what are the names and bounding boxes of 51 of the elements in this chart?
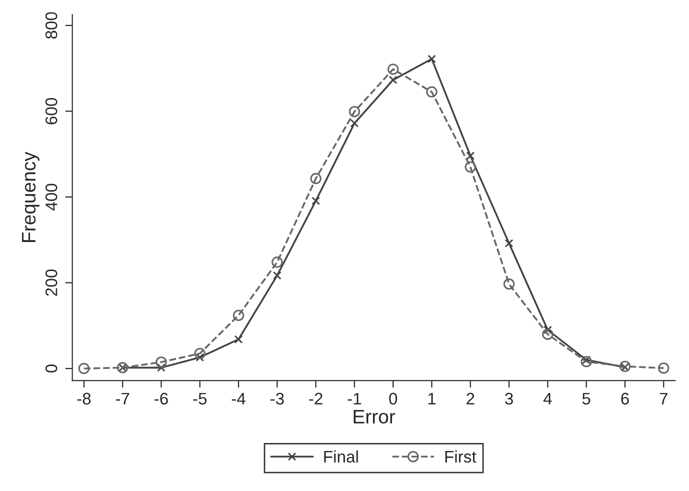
point bbox=[272, 271, 282, 280]
y-tick-label: 400 bbox=[45, 184, 58, 211]
point bbox=[350, 118, 359, 128]
point bbox=[387, 64, 399, 75]
point bbox=[348, 106, 360, 118]
point bbox=[234, 335, 243, 344]
point bbox=[78, 362, 90, 374]
point bbox=[582, 356, 591, 364]
x-tick-label: -5 bbox=[193, 392, 207, 405]
x-tick-label: -3 bbox=[270, 392, 284, 405]
x-tick-label: -8 bbox=[77, 392, 91, 405]
legend-label: Final bbox=[324, 450, 358, 463]
point bbox=[542, 328, 554, 340]
x-tick-label: -1 bbox=[348, 392, 362, 404]
y-tick-label: 200 bbox=[45, 270, 58, 296]
point bbox=[464, 161, 476, 173]
x-tick-label: 1 bbox=[428, 392, 436, 404]
point bbox=[428, 54, 436, 64]
point bbox=[503, 278, 515, 290]
x-tick-label: 4 bbox=[543, 392, 552, 404]
point bbox=[196, 353, 204, 362]
point bbox=[232, 310, 244, 321]
point bbox=[466, 152, 475, 160]
x-tick-label: -2 bbox=[309, 392, 322, 404]
point bbox=[310, 172, 322, 184]
y-tick-label: 800 bbox=[45, 12, 58, 39]
point bbox=[272, 256, 283, 268]
point bbox=[312, 196, 320, 206]
point bbox=[504, 239, 514, 248]
point bbox=[156, 363, 166, 372]
x-tick-label: 3 bbox=[505, 392, 513, 405]
legend-label: First bbox=[445, 450, 476, 463]
x-tick-label: 0 bbox=[389, 392, 398, 405]
point bbox=[194, 348, 206, 360]
y-tick-label: 600 bbox=[45, 98, 58, 124]
point bbox=[543, 326, 552, 334]
x-tick-label: -4 bbox=[232, 392, 246, 404]
y-tick-label: 0 bbox=[45, 364, 58, 372]
x-tick-label: -7 bbox=[116, 392, 130, 404]
y-axis-title: Frequency bbox=[22, 152, 40, 242]
x-tick-label: 6 bbox=[621, 392, 629, 405]
x-tick-label: 7 bbox=[660, 392, 668, 404]
point bbox=[658, 362, 670, 374]
point bbox=[156, 356, 167, 368]
x-tick-label: -6 bbox=[154, 392, 168, 405]
point bbox=[388, 76, 398, 84]
x-tick-label: 2 bbox=[466, 392, 474, 404]
point bbox=[426, 86, 438, 98]
x-axis-title: Error bbox=[354, 410, 396, 424]
x-tick-label: 5 bbox=[582, 392, 590, 405]
point bbox=[580, 356, 592, 368]
